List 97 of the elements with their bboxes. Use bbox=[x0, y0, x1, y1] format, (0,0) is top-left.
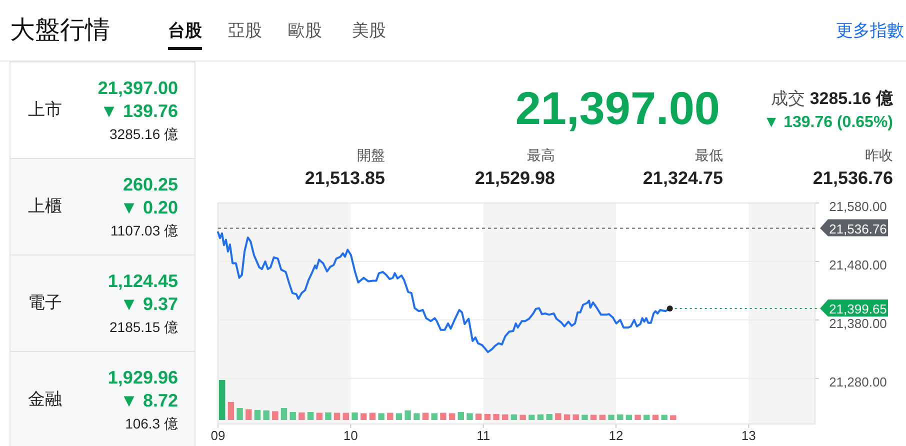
text: 1,929.96 bbox=[108, 368, 178, 388]
bar bbox=[236, 408, 243, 420]
text: 更多指數 bbox=[836, 21, 904, 40]
bar bbox=[590, 414, 597, 420]
bar bbox=[572, 414, 579, 420]
bar bbox=[582, 414, 588, 420]
text: 21,529.98 bbox=[474, 168, 555, 188]
text: 歐股 bbox=[288, 21, 322, 40]
text: 21,324.75 bbox=[642, 168, 723, 188]
text: 260.25 bbox=[122, 174, 178, 194]
bar bbox=[599, 414, 606, 420]
bar bbox=[280, 408, 288, 420]
bar bbox=[352, 412, 358, 420]
bar bbox=[555, 413, 562, 420]
y-tick-label: 21,580.00 bbox=[829, 199, 887, 214]
bar bbox=[537, 414, 544, 420]
bar bbox=[617, 414, 624, 420]
bar bbox=[414, 413, 420, 420]
text: 開盤 bbox=[357, 147, 385, 163]
bar bbox=[369, 412, 376, 420]
bar bbox=[272, 411, 278, 420]
text: 金融 bbox=[28, 390, 62, 408]
bar bbox=[510, 414, 518, 420]
bar bbox=[564, 414, 570, 420]
bar bbox=[404, 410, 411, 420]
bar bbox=[626, 414, 632, 420]
text: 21,397.00 bbox=[98, 78, 178, 98]
bar bbox=[422, 412, 429, 420]
text: ▼ 139.76 bbox=[100, 101, 178, 121]
text: 成交 bbox=[771, 89, 810, 108]
bar bbox=[378, 413, 384, 420]
x-tick-label: 09 bbox=[210, 428, 226, 443]
text: 2185.15 億 bbox=[110, 319, 178, 335]
bar bbox=[661, 414, 668, 420]
text: 21,513.85 bbox=[304, 168, 385, 188]
text: 亞股 bbox=[228, 21, 262, 40]
bar bbox=[342, 412, 350, 420]
bar bbox=[325, 412, 332, 420]
annotation: 21,399.65 bbox=[829, 301, 887, 316]
bar bbox=[652, 414, 659, 420]
bar bbox=[458, 412, 464, 420]
bar bbox=[290, 412, 296, 420]
text: 美股 bbox=[352, 21, 386, 40]
bar bbox=[360, 413, 367, 420]
text: ▼ 0.20 bbox=[120, 198, 178, 218]
y-tick-label: 21,380.00 bbox=[829, 316, 887, 331]
bar bbox=[307, 412, 314, 420]
y-tick-label: 21,480.00 bbox=[829, 257, 887, 272]
bar bbox=[475, 414, 482, 420]
bar bbox=[387, 412, 394, 420]
text: ▼ 8.72 bbox=[120, 390, 178, 410]
text: 3285.16 億 bbox=[810, 89, 894, 108]
bar bbox=[228, 402, 234, 420]
bar bbox=[431, 413, 438, 420]
bar bbox=[644, 414, 650, 420]
text: 大盤行情 bbox=[10, 16, 110, 44]
x-tick-label: 12 bbox=[608, 428, 624, 443]
bar bbox=[334, 412, 340, 420]
text: 昨收 bbox=[865, 147, 893, 163]
bar bbox=[484, 414, 491, 420]
bar bbox=[254, 410, 261, 420]
text: 1,124.45 bbox=[108, 271, 178, 291]
bar bbox=[502, 414, 508, 420]
bar bbox=[634, 414, 641, 420]
bar bbox=[670, 415, 676, 420]
bar bbox=[546, 414, 552, 420]
bar bbox=[219, 380, 226, 420]
text: 上櫃 bbox=[28, 196, 62, 216]
text: 最低 bbox=[695, 147, 723, 163]
text: 3285.16 億 bbox=[110, 126, 178, 142]
bar bbox=[448, 413, 456, 420]
text: 106.3 億 bbox=[125, 416, 178, 432]
text: 最高 bbox=[527, 147, 555, 163]
text: 1107.03 億 bbox=[110, 222, 178, 238]
bar bbox=[528, 414, 535, 420]
bar bbox=[608, 414, 614, 420]
x-tick-label: 10 bbox=[343, 428, 358, 443]
bar bbox=[493, 414, 500, 420]
text: 21,397.00 bbox=[515, 82, 720, 134]
ref-line-label: 21,536.76 bbox=[829, 221, 887, 236]
x-tick-label: 11 bbox=[476, 428, 490, 443]
bar bbox=[246, 409, 252, 420]
text: 21,536.76 bbox=[812, 168, 893, 188]
text: ▼ 139.76 (0.65%) bbox=[763, 114, 893, 131]
x-tick-label: 13 bbox=[741, 428, 756, 443]
text: 上市 bbox=[28, 100, 62, 119]
bar bbox=[316, 412, 322, 420]
text: 台股 bbox=[168, 21, 203, 40]
text: ▼ 9.37 bbox=[120, 294, 178, 314]
bar bbox=[396, 413, 402, 420]
text: 電子 bbox=[28, 293, 62, 312]
y-tick-label: 21,280.00 bbox=[829, 374, 887, 390]
bar bbox=[520, 414, 526, 420]
bar bbox=[466, 413, 473, 420]
bar bbox=[440, 412, 446, 420]
bar bbox=[263, 410, 270, 420]
bar bbox=[298, 412, 305, 420]
